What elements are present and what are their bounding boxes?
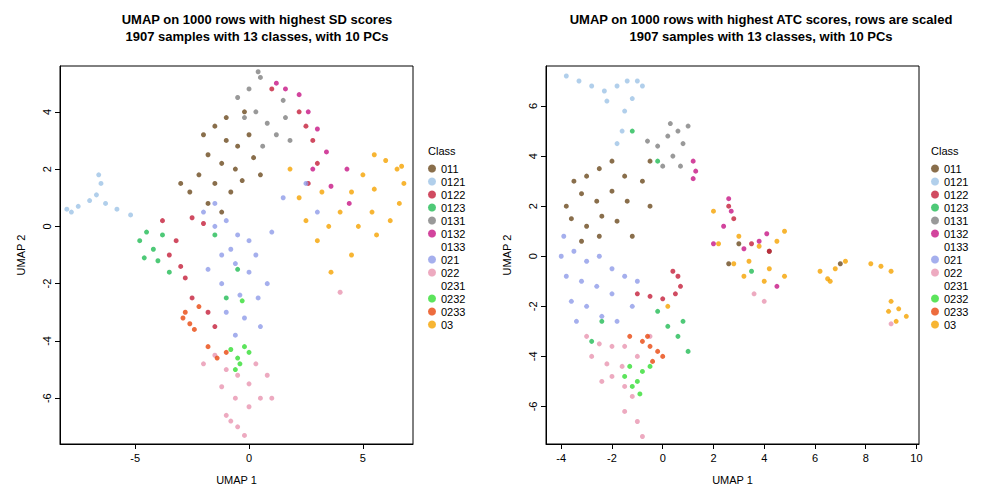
svg-text:2: 2 [527, 203, 539, 209]
svg-text:-2: -2 [607, 452, 617, 464]
svg-text:UMAP on 1000 rows with highest: UMAP on 1000 rows with highest SD scores [122, 12, 393, 27]
svg-text:UMAP on 1000 rows with highest: UMAP on 1000 rows with highest ATC score… [570, 12, 953, 27]
svg-text:03: 03 [944, 319, 956, 331]
svg-text:-6: -6 [527, 402, 539, 412]
svg-text:1907 samples with 13 classes,: 1907 samples with 13 classes, with 10 PC… [125, 29, 388, 44]
svg-text:UMAP 1: UMAP 1 [216, 474, 257, 486]
svg-text:0122: 0122 [944, 189, 968, 201]
svg-text:5: 5 [360, 452, 366, 464]
svg-text:0: 0 [41, 223, 53, 229]
svg-text:0133: 0133 [441, 241, 465, 253]
svg-text:022: 022 [441, 267, 459, 279]
svg-text:0233: 0233 [944, 306, 968, 318]
svg-text:0122: 0122 [441, 189, 465, 201]
svg-text:0131: 0131 [944, 215, 968, 227]
svg-text:UMAP 2: UMAP 2 [501, 235, 513, 276]
svg-text:8: 8 [863, 452, 869, 464]
svg-text:0232: 0232 [944, 293, 968, 305]
svg-text:0232: 0232 [441, 293, 465, 305]
svg-text:0: 0 [660, 452, 666, 464]
svg-text:-2: -2 [41, 279, 53, 289]
svg-text:0123: 0123 [944, 202, 968, 214]
svg-text:0131: 0131 [441, 215, 465, 227]
svg-text:0: 0 [527, 253, 539, 259]
svg-text:0132: 0132 [441, 228, 465, 240]
svg-text:-5: -5 [130, 452, 140, 464]
svg-text:4: 4 [527, 153, 539, 159]
svg-text:03: 03 [441, 319, 453, 331]
svg-text:6: 6 [527, 103, 539, 109]
svg-text:-6: -6 [41, 393, 53, 403]
svg-text:-4: -4 [527, 351, 539, 361]
svg-text:-4: -4 [556, 452, 566, 464]
svg-text:0: 0 [246, 452, 252, 464]
svg-text:0231: 0231 [944, 280, 968, 292]
svg-text:2: 2 [41, 166, 53, 172]
svg-text:-2: -2 [527, 301, 539, 311]
svg-text:4: 4 [761, 452, 767, 464]
svg-text:0132: 0132 [944, 228, 968, 240]
svg-text:0233: 0233 [441, 306, 465, 318]
svg-text:4: 4 [41, 109, 53, 115]
svg-text:011: 011 [441, 163, 459, 175]
svg-text:6: 6 [812, 452, 818, 464]
svg-text:10: 10 [910, 452, 922, 464]
svg-text:-4: -4 [41, 336, 53, 346]
svg-text:021: 021 [944, 254, 962, 266]
svg-text:0231: 0231 [441, 280, 465, 292]
svg-text:2: 2 [710, 452, 716, 464]
svg-text:021: 021 [441, 254, 459, 266]
svg-text:Class: Class [931, 145, 959, 157]
svg-text:1907 samples with 13 classes,: 1907 samples with 13 classes, with 10 PC… [629, 29, 892, 44]
svg-text:UMAP 2: UMAP 2 [15, 235, 27, 276]
svg-text:022: 022 [944, 267, 962, 279]
svg-text:0133: 0133 [944, 241, 968, 253]
svg-text:0121: 0121 [441, 176, 465, 188]
svg-text:0123: 0123 [441, 202, 465, 214]
svg-text:Class: Class [428, 145, 456, 157]
svg-text:0121: 0121 [944, 176, 968, 188]
svg-text:011: 011 [944, 163, 962, 175]
svg-text:UMAP 1: UMAP 1 [712, 474, 753, 486]
